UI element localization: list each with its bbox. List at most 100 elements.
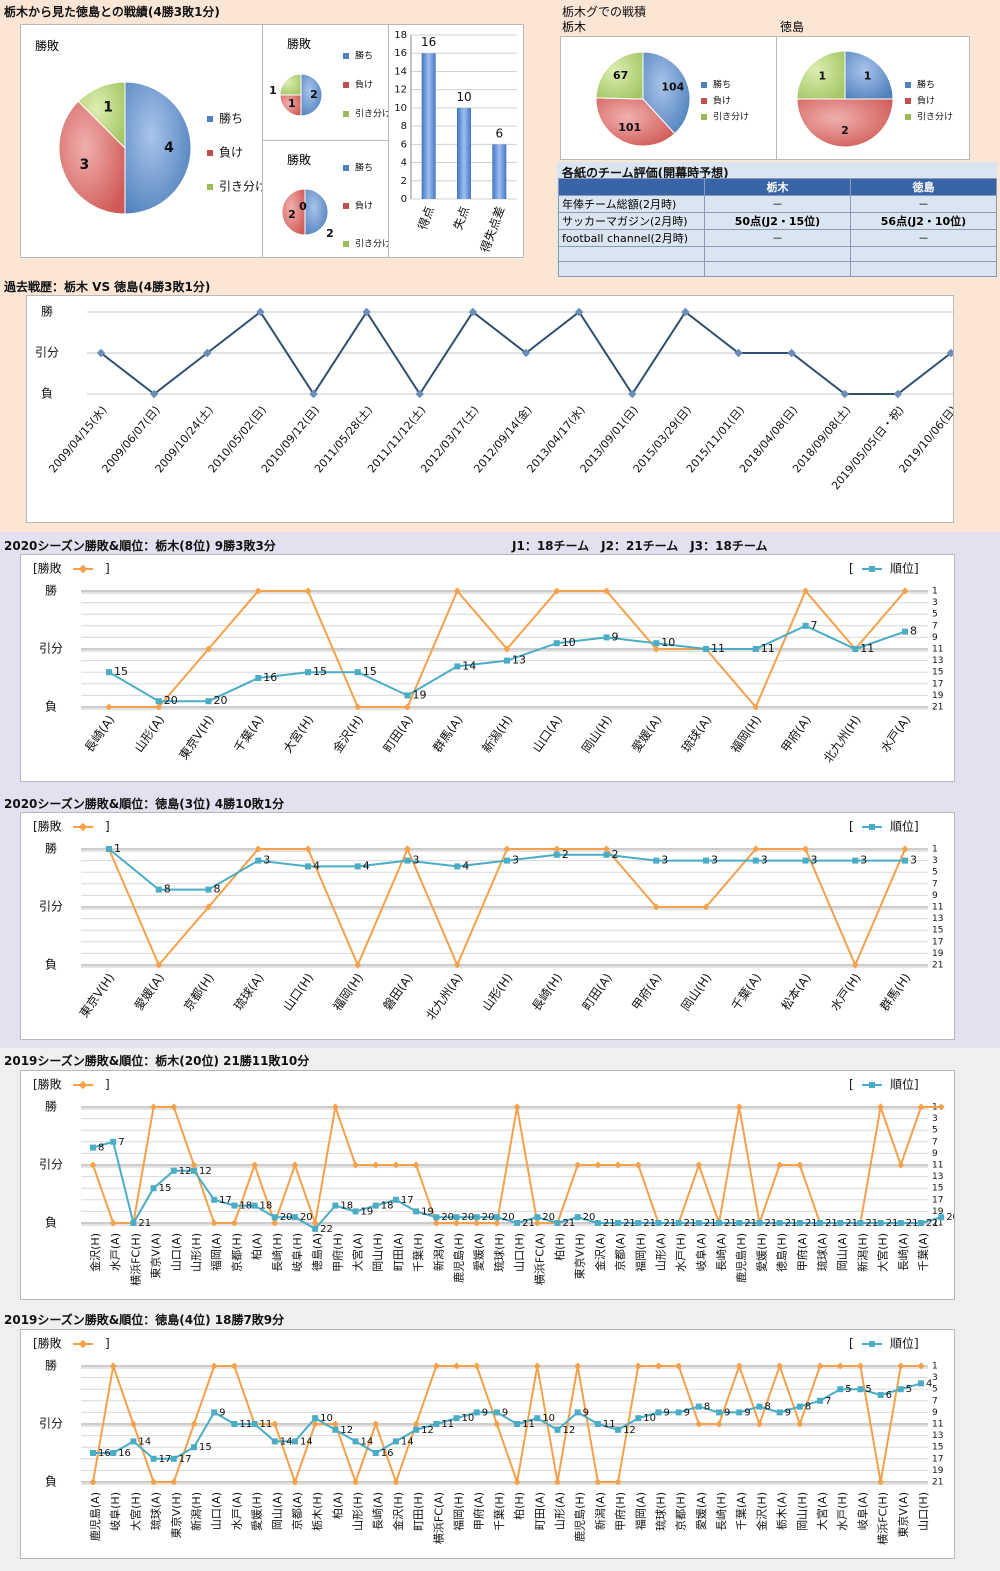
history-point (362, 307, 371, 317)
rank-data-label: 15 (313, 665, 327, 678)
result-point (453, 587, 461, 595)
rank-point (703, 646, 709, 652)
eval-cell: サッカーマガジン(2月時) (558, 212, 705, 230)
rank-point (473, 1214, 480, 1221)
rank-point (110, 1450, 117, 1456)
opponent-label: 愛媛(A) (694, 1492, 708, 1530)
y-label: 負 (41, 387, 53, 401)
rank-point (603, 851, 610, 858)
opponent-label: 千葉(A) (729, 971, 764, 1013)
bar (457, 107, 471, 199)
legend-label: 勝ち (713, 79, 731, 91)
result-point (652, 645, 660, 653)
opponent-label: 東京V(H) (176, 713, 216, 762)
rank-point (205, 886, 212, 893)
date-label: 2019/10/06(日) (896, 404, 953, 476)
legend-label: 勝ち (917, 79, 935, 91)
pie-data-label: 1 (864, 69, 872, 82)
rank-point (514, 1220, 521, 1226)
pie-slice (642, 51, 691, 135)
rank-point (155, 698, 162, 705)
opponent-label: 山形(H) (352, 1492, 365, 1531)
rank-point (150, 1185, 157, 1192)
opponent-label: 岡山(H) (579, 713, 615, 756)
rank-data-label: 13 (512, 654, 526, 667)
s2019-tochigi-panel: 1 3 5 7 9 11 13 15 17 19 21 勝引分負 [勝敗][順位] 8 7 21 15 12 12 1… (20, 1070, 955, 1300)
rank-data-label: 21 (865, 1218, 878, 1229)
y-label: 勝 (45, 841, 57, 856)
rank-tick-label: 9 (932, 1408, 938, 1418)
y-label: 引分 (39, 1158, 63, 1172)
legend-rank-bracket: [ (849, 562, 854, 576)
opponent-label: 新潟(H) (189, 1492, 203, 1531)
rank-data-label: 18 (239, 1201, 252, 1212)
s2019-tokushima-panel: 1 3 5 7 9 11 13 15 17 19 21 勝引分負 [勝敗][順位] 16 16 14 17 17 1… (20, 1329, 955, 1559)
rank-point (493, 1409, 500, 1416)
history-point (256, 307, 265, 317)
legend-swatch (207, 116, 213, 122)
rank-point (776, 1220, 783, 1226)
rank-point (90, 1450, 96, 1456)
rank-point (190, 1167, 197, 1174)
opponent-label: 栃木(H) (310, 1492, 324, 1531)
rank-data-label: 5 (865, 1384, 871, 1395)
opponent-label: 横浜FC(A) (532, 1233, 546, 1285)
opponent-label: 京都(A) (613, 1233, 627, 1271)
legend-label: 勝ち (355, 162, 373, 174)
legend-swatch (343, 241, 349, 247)
rank-data-label: 8 (805, 1402, 811, 1413)
result-point (155, 703, 163, 711)
rank-data-label: 21 (522, 1218, 535, 1229)
pie-slice (58, 100, 126, 215)
rank-data-label: 16 (381, 1448, 394, 1459)
rank-point (454, 863, 461, 870)
ground-left-label: 栃木 (562, 20, 587, 34)
pie-small1-title: 勝敗 (287, 37, 312, 51)
rank-point (752, 857, 759, 864)
y-tick-label: 12 (394, 85, 407, 96)
opponent-label: 福岡(H) (727, 712, 764, 755)
rank-point (554, 1220, 561, 1226)
rank-point (877, 1392, 884, 1398)
rank-point (796, 1220, 803, 1226)
rank-data-label: 8 (910, 625, 917, 638)
rank-point (857, 1220, 864, 1226)
rank-data-label: 3 (263, 854, 270, 867)
opponent-label: 山口(A) (210, 1492, 223, 1530)
pie-data-label: 67 (613, 69, 628, 82)
result-point (503, 845, 511, 853)
rank-data-label: 20 (482, 1212, 495, 1223)
rank-point (231, 1421, 238, 1427)
rank-data-label: 15 (199, 1442, 212, 1453)
rank-data-label: 20 (441, 1212, 454, 1223)
rank-data-label: 15 (114, 665, 128, 678)
rank-point (635, 1415, 642, 1422)
result-point (752, 703, 760, 711)
rank-data-label: 10 (562, 636, 576, 649)
rank-point (392, 1438, 399, 1445)
rank-data-label: 22 (320, 1224, 333, 1235)
rank-point (231, 1202, 238, 1209)
rank-point (897, 1386, 904, 1393)
eval-cell (558, 246, 705, 262)
pie-data-label: 2 (288, 208, 296, 221)
opponent-label: 愛媛(H) (250, 1492, 264, 1531)
rank-tick-label: 7 (932, 879, 938, 889)
date-label: 2013/04/17(水) (524, 404, 587, 476)
opponent-label: 長崎(H) (714, 1492, 728, 1531)
opponent-label: 岐阜(H) (109, 1492, 122, 1531)
opponent-label: 福岡(A) (633, 1492, 647, 1530)
opponent-label: 徳島(A) (310, 1233, 324, 1271)
rank-line (92, 1140, 942, 1231)
rank-data-label: 21 (603, 1218, 616, 1229)
opponent-label: 琉球(A) (815, 1233, 829, 1271)
opponent-label: 新潟(A) (593, 1492, 607, 1530)
h2h-title: 栃木から見た徳島との戦績(4勝3敗1分) (4, 5, 220, 19)
y-label: 負 (45, 958, 57, 972)
rank-point (918, 1380, 924, 1387)
opponent-label: 北九州(A) (423, 971, 465, 1023)
pie-small2-title: 勝敗 (287, 153, 312, 167)
opponent-label: 徳島(H) (775, 1233, 789, 1272)
